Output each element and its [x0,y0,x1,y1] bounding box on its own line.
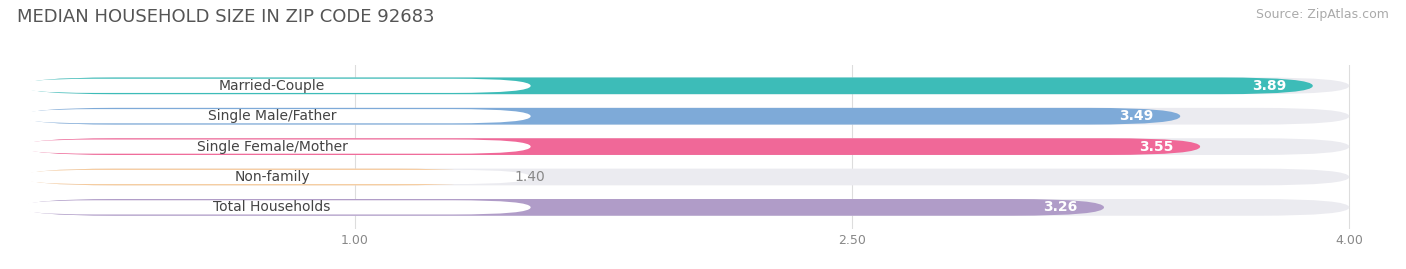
Text: 3.49: 3.49 [1119,109,1154,123]
FancyBboxPatch shape [24,77,1350,94]
Text: MEDIAN HOUSEHOLD SIZE IN ZIP CODE 92683: MEDIAN HOUSEHOLD SIZE IN ZIP CODE 92683 [17,8,434,26]
FancyBboxPatch shape [24,138,1350,155]
Text: Married-Couple: Married-Couple [219,79,325,93]
Text: Single Male/Father: Single Male/Father [208,109,336,123]
Text: Source: ZipAtlas.com: Source: ZipAtlas.com [1256,8,1389,21]
Text: Total Households: Total Households [214,200,330,214]
Text: 3.26: 3.26 [1043,200,1077,214]
FancyBboxPatch shape [24,169,1350,185]
FancyBboxPatch shape [24,108,1350,125]
FancyBboxPatch shape [24,199,1350,216]
FancyBboxPatch shape [24,199,1104,216]
FancyBboxPatch shape [24,108,1180,125]
Text: Non-family: Non-family [235,170,309,184]
Text: 3.89: 3.89 [1251,79,1286,93]
FancyBboxPatch shape [17,79,530,93]
FancyBboxPatch shape [17,109,530,123]
FancyBboxPatch shape [17,140,530,154]
FancyBboxPatch shape [24,138,1201,155]
Text: Single Female/Mother: Single Female/Mother [197,140,347,154]
Text: 3.55: 3.55 [1139,140,1174,154]
Text: 1.40: 1.40 [515,170,546,184]
FancyBboxPatch shape [24,77,1313,94]
FancyBboxPatch shape [17,170,530,184]
FancyBboxPatch shape [24,169,488,185]
FancyBboxPatch shape [17,200,530,214]
